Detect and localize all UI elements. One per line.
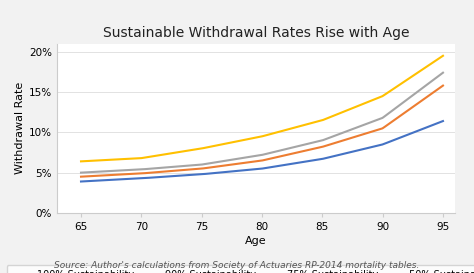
90% Sustainability — [79, 175, 85, 178]
Legend: 100% Sustainability, 90% Sustainability, 75% Sustainability, 50% Sustainability: 100% Sustainability, 90% Sustainability,… — [7, 265, 474, 273]
90% Sustainability — [440, 84, 446, 87]
Line: 50% Sustainability: 50% Sustainability — [81, 56, 443, 161]
Title: Sustainable Withdrawal Rates Rise with Age: Sustainable Withdrawal Rates Rise with A… — [103, 26, 409, 40]
100% Sustainability — [406, 133, 412, 136]
75% Sustainability — [79, 171, 85, 174]
Text: Source: Author's calculations from Society of Actuaries RP-2014 mortality tables: Source: Author's calculations from Socie… — [55, 261, 419, 270]
90% Sustainability — [300, 150, 305, 153]
100% Sustainability — [383, 141, 389, 145]
75% Sustainability — [383, 114, 389, 117]
100% Sustainability — [78, 180, 84, 183]
75% Sustainability — [292, 145, 298, 149]
100% Sustainability — [300, 161, 305, 164]
X-axis label: Age: Age — [245, 236, 267, 246]
75% Sustainability — [406, 96, 412, 100]
100% Sustainability — [79, 180, 85, 183]
90% Sustainability — [383, 124, 389, 127]
Y-axis label: Withdrawal Rate: Withdrawal Rate — [15, 82, 25, 174]
90% Sustainability — [292, 151, 298, 155]
75% Sustainability — [440, 71, 446, 74]
50% Sustainability — [294, 126, 300, 129]
75% Sustainability — [294, 145, 300, 148]
Line: 100% Sustainability: 100% Sustainability — [81, 121, 443, 182]
90% Sustainability — [78, 175, 84, 178]
50% Sustainability — [300, 124, 305, 127]
100% Sustainability — [292, 162, 298, 165]
100% Sustainability — [440, 119, 446, 123]
50% Sustainability — [292, 126, 298, 129]
50% Sustainability — [78, 160, 84, 163]
90% Sustainability — [406, 108, 412, 111]
100% Sustainability — [294, 161, 300, 165]
90% Sustainability — [294, 151, 300, 154]
50% Sustainability — [406, 77, 412, 80]
50% Sustainability — [79, 160, 85, 163]
Line: 75% Sustainability: 75% Sustainability — [81, 73, 443, 173]
50% Sustainability — [440, 54, 446, 57]
50% Sustainability — [383, 92, 389, 96]
75% Sustainability — [300, 144, 305, 147]
75% Sustainability — [78, 171, 84, 174]
Line: 90% Sustainability: 90% Sustainability — [81, 86, 443, 177]
